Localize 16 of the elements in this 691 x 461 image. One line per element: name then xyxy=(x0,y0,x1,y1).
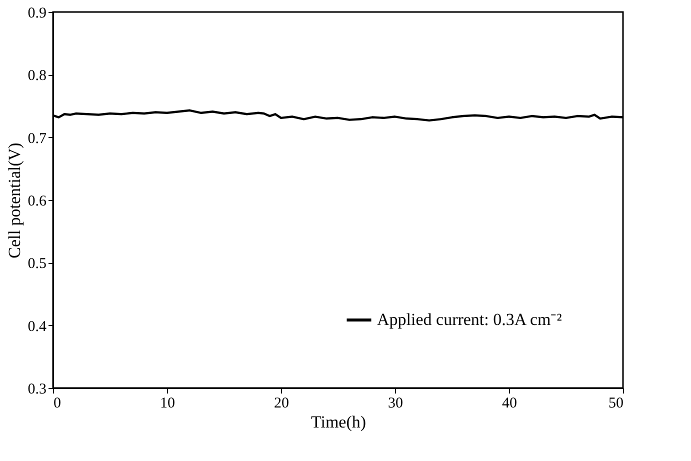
y-tick-label: 0.8 xyxy=(28,68,46,84)
x-tick-label: 20 xyxy=(274,396,289,412)
y-axis-title: Cell potential(V) xyxy=(4,142,24,258)
legend-label: Applied current: 0.3A cm⁻² xyxy=(377,310,562,329)
y-tick-label: 0.4 xyxy=(28,318,47,335)
y-tick-label: 0.5 xyxy=(28,256,46,272)
y-tick-label: 0.3 xyxy=(28,382,46,398)
y-tick-label: 0.7 xyxy=(28,130,47,147)
x-axis-title: Time(h) xyxy=(310,412,366,432)
y-tick-label: 0.9 xyxy=(28,6,46,22)
x-tick-label: 0 xyxy=(54,396,61,412)
y-tick-label: 0.6 xyxy=(28,194,47,210)
x-tick-label: 30 xyxy=(388,396,403,412)
x-tick-label: 50 xyxy=(608,396,624,412)
x-tick-label: 40 xyxy=(502,396,517,412)
x-tick-label: 10 xyxy=(160,396,175,412)
